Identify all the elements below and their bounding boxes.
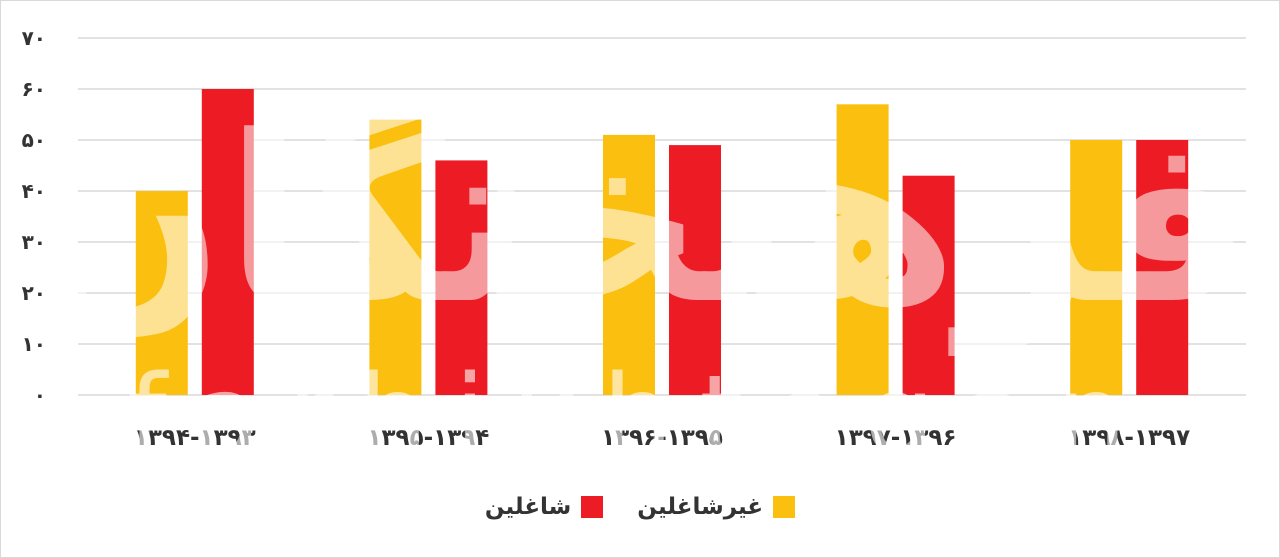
- y-tick-label: ۷۰: [22, 26, 46, 50]
- legend-item-non-employed: غیرشاغلین: [637, 494, 796, 520]
- y-tick-label: ۵۰: [22, 128, 46, 152]
- legend-item-employed: شاغلین: [484, 494, 604, 520]
- bar-employed: [1136, 140, 1189, 395]
- legend-swatch-non-employed: [773, 496, 796, 518]
- y-tick-label: ۶۰: [22, 77, 46, 101]
- y-axis-ticks: ۰ ۱۰ ۲۰ ۳۰ ۴۰ ۵۰ ۶۰ ۷۰: [22, 26, 46, 407]
- bar-non-employed: [1070, 140, 1123, 395]
- x-category-label: ۱۳۹۴-۱۳۹۳: [134, 425, 256, 451]
- x-category-label: ۱۳۹۷-۱۳۹۶: [835, 425, 957, 451]
- bar-non-employed: [369, 119, 422, 395]
- x-axis-labels: ۱۳۹۴-۱۳۹۳ ۱۳۹۵-۱۳۹۴ ۱۳۹۶-۱۳۹۵ ۱۳۹۷-۱۳۹۶ ۱۳۹۸…: [134, 425, 1190, 451]
- bars: [135, 89, 1189, 396]
- x-category-label: ۱۳۹۵-۱۳۹۴: [367, 425, 489, 451]
- watermark-text: farhikhtegan: [127, 352, 1153, 482]
- y-tick-label: ۴۰: [22, 179, 46, 203]
- bar-employed: [201, 89, 254, 395]
- y-tick-label: ۲۰: [22, 281, 46, 305]
- bar-non-employed: [836, 104, 889, 396]
- legend: غیرشاغلین شاغلین: [0, 490, 1280, 524]
- legend-swatch-employed: [581, 496, 604, 518]
- x-category-label: ۱۳۹۶-۱۳۹۵: [601, 425, 723, 451]
- y-tick-label: ۳۰: [22, 230, 46, 254]
- watermark-logo: فرهیختگان: [28, 88, 1251, 356]
- bar-employed: [902, 175, 955, 395]
- bar-non-employed: [135, 191, 188, 395]
- bar-employed: [435, 160, 488, 395]
- gridlines: [78, 37, 1246, 396]
- y-tick-label: ۱۰: [22, 332, 46, 356]
- legend-label-employed: شاغلین: [484, 494, 572, 520]
- legend-label-non-employed: غیرشاغلین: [637, 494, 764, 520]
- bar-employed: [669, 145, 721, 395]
- x-category-label: ۱۳۹۸-۱۳۹۷: [1068, 425, 1190, 451]
- watermark: فرهیختگان farhikhtegan: [28, 88, 1251, 482]
- y-tick-label: ۰: [34, 383, 46, 407]
- bar-non-employed: [603, 134, 655, 395]
